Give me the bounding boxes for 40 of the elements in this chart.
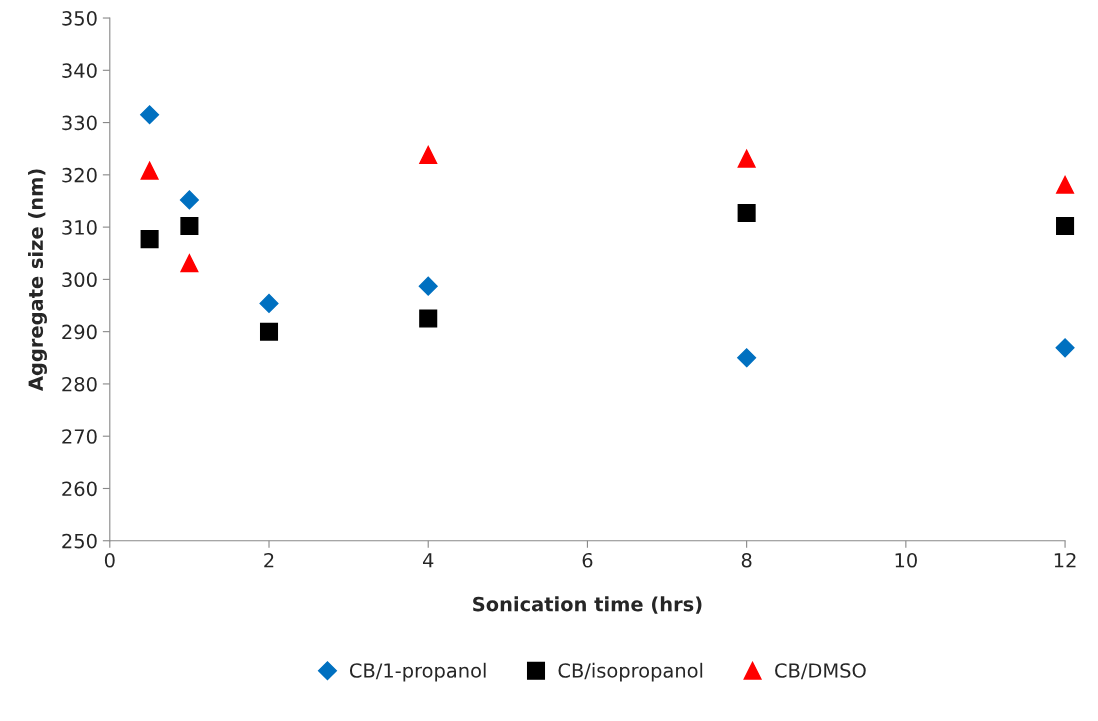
point [419,309,438,328]
x-tick-label: 2 [264,552,274,568]
point [419,145,438,165]
y-axis-title: Aggregate size (nm) [28,169,47,391]
y-tick-label: 340 [62,63,97,78]
point [418,276,438,296]
y-tick-label: 330 [62,115,97,131]
y-tick-label: 250 [62,533,97,549]
y-tick-label: 300 [62,272,97,288]
y-tick-label: 260 [62,481,97,497]
point [1056,175,1075,194]
y-tick-label: 280 [62,376,97,392]
x-tick-label: 0 [104,552,115,568]
legend-label: CB/1-propanol [349,662,486,682]
point [179,190,199,210]
point [140,230,159,249]
point [737,149,756,168]
x-tick-label: 8 [741,552,752,568]
x-tick-label: 12 [1054,552,1076,568]
y-tick-label: 290 [62,324,97,340]
x-tick-label: 6 [582,552,593,568]
x-axis-title: Sonication time (hrs) [473,596,702,614]
x-tick-label: 10 [895,552,917,568]
point [1056,217,1075,236]
point [1055,338,1075,358]
point [737,203,756,223]
point [140,105,160,125]
point [737,348,757,368]
legend-label: CB/DMSO [775,663,866,680]
y-tick-label: 350 [62,10,97,26]
point [180,217,199,236]
point [180,254,199,273]
x-tick-label: 4 [422,553,434,568]
point [140,161,159,180]
y-tick-label: 320 [62,167,97,183]
point [259,293,279,313]
legend-label: CB/isopropanol [558,662,703,682]
y-tick-label: 310 [62,220,97,235]
y-tick-label: 270 [62,429,97,444]
point [259,322,279,341]
